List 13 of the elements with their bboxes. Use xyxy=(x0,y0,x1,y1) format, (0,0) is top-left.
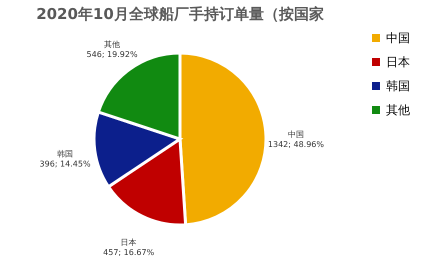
slice-label: 其他 xyxy=(104,40,120,49)
data-label: 1342; 48.96% xyxy=(268,140,324,150)
legend-label: 中国 xyxy=(386,31,410,45)
legend-label: 日本 xyxy=(386,55,410,69)
legend-label: 韩国 xyxy=(386,79,410,93)
slice-label: 中国 xyxy=(288,130,304,140)
data-label: 396; 14.45% xyxy=(40,160,91,169)
legend-label: 其他 xyxy=(386,103,410,117)
data-label: 546; 19.92% xyxy=(86,50,138,59)
slice-label: 日本 xyxy=(120,238,137,248)
slice-label: 韩国 xyxy=(57,150,74,159)
chart-title: 2020年10月全球船厂手持订单量（按国家 xyxy=(36,5,324,23)
data-label: 457; 16.67% xyxy=(103,248,155,258)
